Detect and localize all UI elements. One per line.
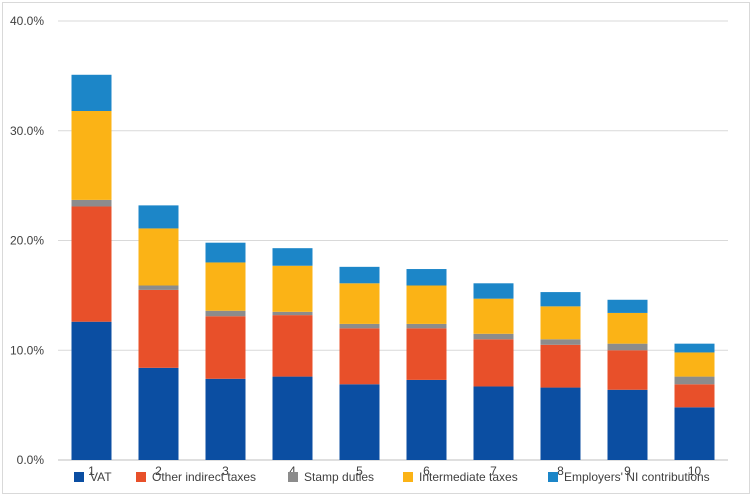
x-tick-label: 6 xyxy=(423,464,430,478)
bar-segment xyxy=(473,339,514,387)
legend-swatch xyxy=(288,472,298,482)
bar-segment xyxy=(272,311,313,316)
bar-segment xyxy=(138,205,179,229)
y-tick-label: 30.0% xyxy=(10,124,44,138)
bar-segment xyxy=(674,352,715,377)
bar-segment xyxy=(406,269,447,286)
x-tick-label: 2 xyxy=(155,464,162,478)
bar-segment xyxy=(205,310,246,317)
bar-segment xyxy=(674,376,715,385)
bar-segment xyxy=(71,74,112,111)
bar-segment xyxy=(272,315,313,377)
bar-segment xyxy=(540,292,581,307)
legend-label: Other indirect taxes xyxy=(152,470,256,484)
legend-label: Stamp duties xyxy=(304,470,374,484)
bar-segment xyxy=(339,384,380,460)
bar-segment xyxy=(406,323,447,329)
bar-segment xyxy=(473,283,514,299)
y-tick-label: 10.0% xyxy=(10,343,44,357)
bar-segment xyxy=(272,376,313,460)
x-tick-label: 4 xyxy=(289,464,296,478)
legend-swatch xyxy=(548,472,558,482)
legend-swatch xyxy=(136,472,146,482)
legend-label: VAT xyxy=(90,470,112,484)
bar-segment xyxy=(540,387,581,460)
bar-segment xyxy=(272,265,313,312)
bar-segment xyxy=(540,339,581,345)
bar-segment xyxy=(607,350,648,390)
x-tick-label: 5 xyxy=(356,464,363,478)
bar-segment xyxy=(540,344,581,388)
bar-segment xyxy=(205,378,246,460)
x-tick-label: 1 xyxy=(88,464,95,478)
x-tick-label: 9 xyxy=(624,464,631,478)
x-tick-label: 10 xyxy=(688,464,702,478)
x-tick-label: 3 xyxy=(222,464,229,478)
bar-segment xyxy=(674,407,715,460)
bar-segment xyxy=(473,386,514,460)
bar-segment xyxy=(205,262,246,311)
x-tick-label: 7 xyxy=(490,464,497,478)
bar-segment xyxy=(71,199,112,207)
legend-swatch xyxy=(403,472,413,482)
bar-segment xyxy=(339,266,380,284)
bar-segment xyxy=(339,323,380,329)
y-tick-label: 40.0% xyxy=(10,14,44,28)
bar-segment xyxy=(406,328,447,380)
y-tick-label: 20.0% xyxy=(10,234,44,248)
bar-segment xyxy=(339,283,380,324)
bar-segment xyxy=(674,384,715,408)
bar-segment xyxy=(473,298,514,334)
bar-segment xyxy=(272,248,313,266)
bar-segment xyxy=(540,306,581,340)
bar-segment xyxy=(473,333,514,340)
legend-label: Intermediate taxes xyxy=(419,470,518,484)
bar-segment xyxy=(406,285,447,324)
bar-segment xyxy=(339,328,380,385)
bar-segment xyxy=(138,228,179,286)
bar-segment xyxy=(138,285,179,290)
bar-segment xyxy=(71,321,112,460)
legend-swatch xyxy=(74,472,84,482)
bar-segment xyxy=(406,379,447,460)
bar-segment xyxy=(138,289,179,368)
y-tick-label: 0.0% xyxy=(17,453,45,467)
bar-segment xyxy=(607,312,648,344)
x-tick-label: 8 xyxy=(557,464,564,478)
bar-segment xyxy=(607,299,648,313)
bar-segment xyxy=(607,343,648,351)
bar-segment xyxy=(674,343,715,353)
bar-segment xyxy=(138,367,179,460)
bar-segment xyxy=(607,389,648,460)
bar-segment xyxy=(205,242,246,263)
bar-segment xyxy=(71,110,112,200)
bar-segment xyxy=(205,316,246,379)
bar-segment xyxy=(71,206,112,322)
legend-label: Employers' NI contributions xyxy=(564,470,710,484)
